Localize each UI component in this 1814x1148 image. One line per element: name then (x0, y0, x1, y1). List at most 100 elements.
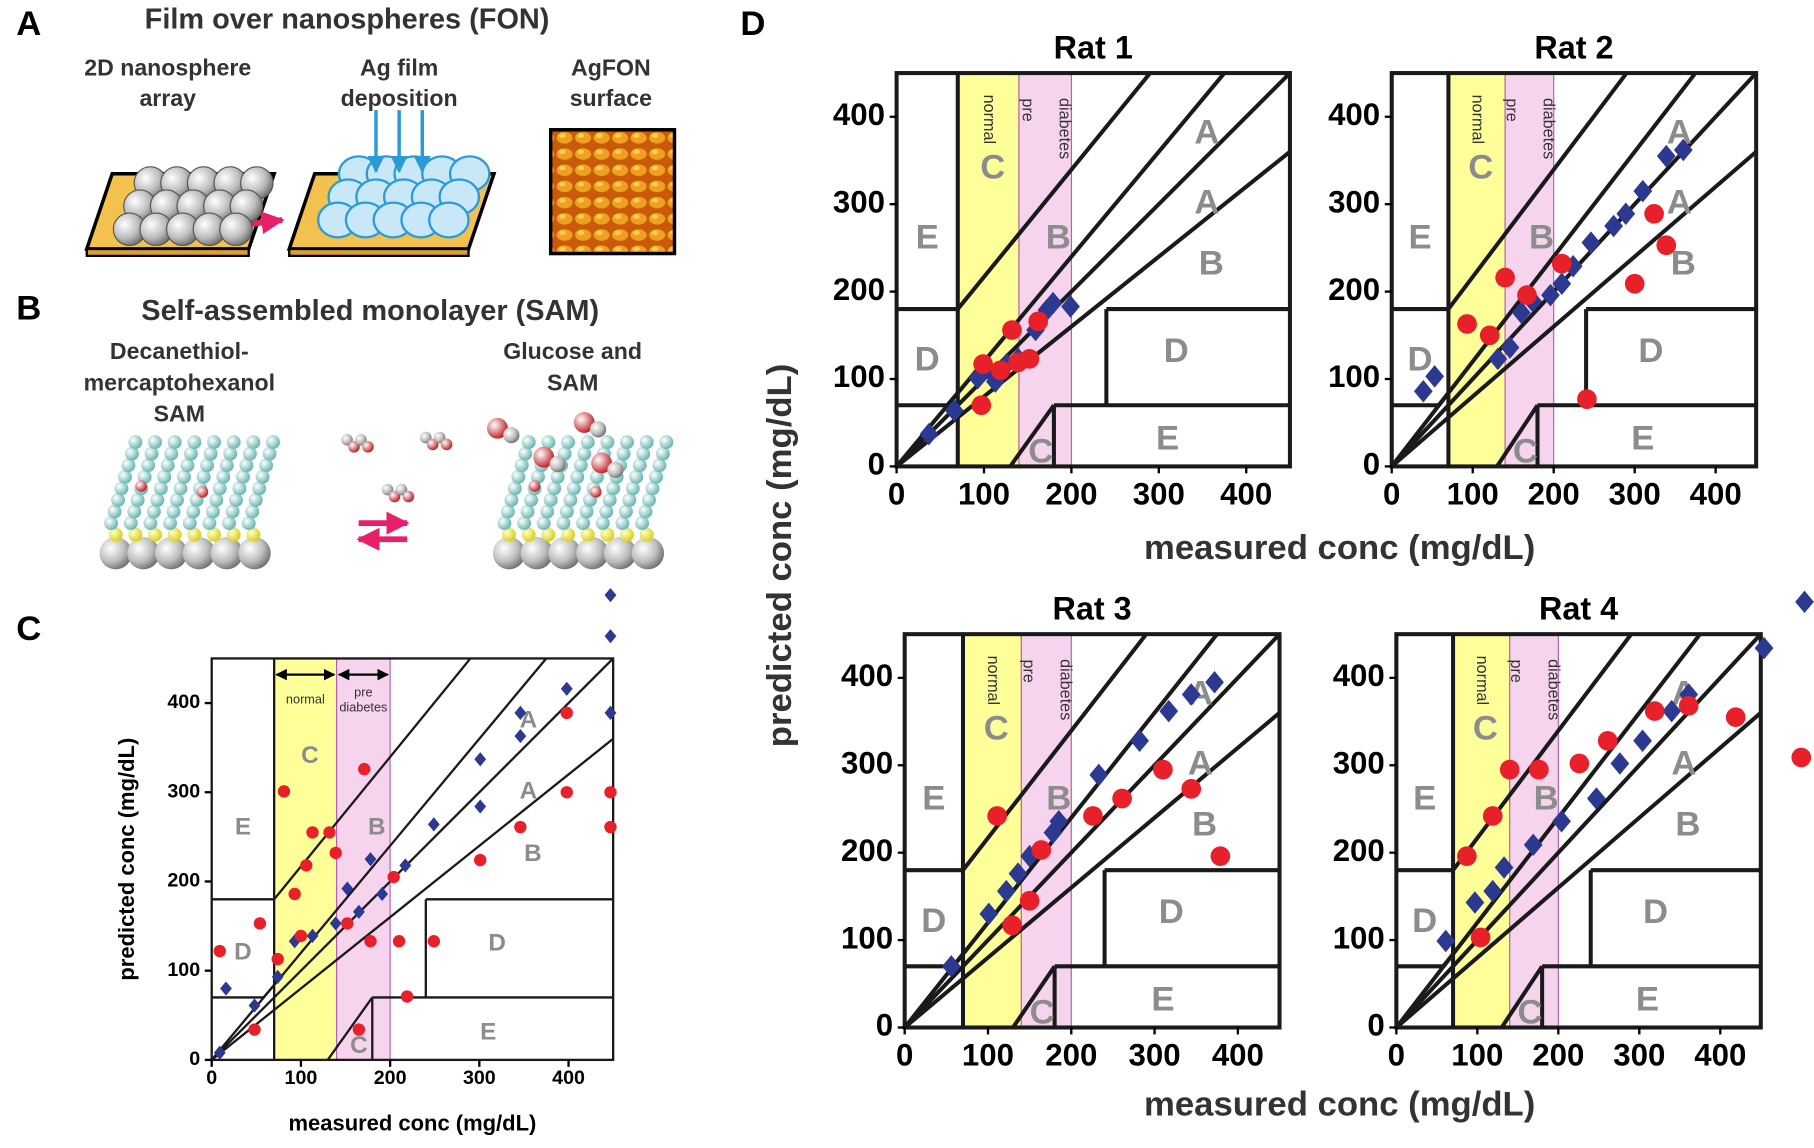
sam-atom (606, 481, 621, 496)
sam-atom (520, 504, 535, 519)
sam-atom (141, 458, 156, 473)
glucose-atom (487, 417, 508, 439)
x-tick-label: 100 (962, 1037, 1014, 1072)
x-tick-label: 0 (1388, 1037, 1405, 1072)
sam-atom (622, 493, 637, 507)
sam-atom (177, 469, 191, 484)
sulfur-atom (541, 527, 556, 542)
data-point (1008, 862, 1028, 885)
data-point (329, 916, 342, 931)
data-point (604, 820, 617, 834)
zone-label: B (1192, 806, 1217, 844)
data-point (1083, 806, 1103, 826)
y-tick-label: 300 (833, 184, 885, 219)
sulfur-atom (207, 527, 221, 542)
data-point (996, 879, 1016, 903)
plot-frame (902, 632, 1282, 1030)
panel-label: A (16, 5, 41, 43)
data-point (1795, 590, 1814, 614)
sam-atom (576, 516, 591, 531)
y-tick-label: 400 (1333, 658, 1385, 693)
data-point (1633, 179, 1653, 203)
sam-atom (595, 516, 610, 531)
sam-atom (518, 446, 533, 461)
x-tick-label: 300 (1613, 1037, 1665, 1072)
plot-frame (1389, 71, 1759, 469)
y-tick-label: 100 (1328, 359, 1380, 394)
step-label: Ag film (360, 55, 438, 81)
plot-frame (894, 71, 1292, 469)
glucose-atom (573, 412, 595, 433)
sulfur-atom (148, 527, 162, 542)
zone-label: A (1194, 113, 1219, 151)
zone-label: E (235, 813, 251, 840)
oxygen-atom (135, 480, 147, 492)
data-point (1019, 349, 1040, 369)
data-point (941, 955, 961, 978)
sam-atom (148, 435, 162, 450)
sam-atom (196, 469, 211, 484)
zone-label: E (480, 1019, 496, 1046)
panel-label: C (16, 610, 41, 648)
gold-atom (210, 536, 243, 570)
x-axis-label: measured conc (mg/dL) (1144, 529, 1535, 567)
sam-atom (212, 481, 227, 496)
data-point (358, 762, 371, 776)
zone-label: B (1529, 218, 1554, 256)
sam-atom (579, 504, 594, 519)
data-point (1483, 879, 1503, 903)
sam-atom (649, 469, 663, 484)
sam-atom (500, 504, 515, 519)
x-tick-label: 0 (888, 476, 905, 511)
agfon-image (548, 128, 677, 256)
data-point (364, 935, 377, 948)
gold-atom (99, 536, 132, 570)
x-tick-label: 300 (1133, 476, 1185, 511)
zone-label: E (1636, 980, 1659, 1018)
sam-atom (543, 493, 558, 507)
data-point (514, 728, 527, 744)
molecule-label: SAM (547, 369, 598, 395)
data-point (514, 705, 527, 720)
sulfur-atom (620, 527, 634, 542)
data-point (1002, 915, 1022, 936)
x-tick-label: 0 (206, 1067, 217, 1089)
zone-label: E (1631, 419, 1654, 457)
sam-atom (639, 435, 654, 450)
sam-atom (497, 516, 512, 531)
sam-atom (226, 435, 241, 450)
oxygen-atom (196, 486, 209, 498)
y-tick-label: 400 (841, 658, 893, 693)
sam-atom (205, 504, 220, 519)
zone-line (895, 71, 1292, 468)
x-tick-label: 100 (1447, 476, 1499, 511)
data-point (288, 934, 301, 949)
zone-label: C (1028, 432, 1053, 470)
gold-atom (548, 536, 581, 570)
sam-atom (124, 446, 139, 461)
sam-atom (245, 504, 260, 519)
zone-label: B (1675, 806, 1700, 844)
y-tick-label: 400 (1328, 97, 1380, 132)
y-tick-label: 300 (1333, 746, 1385, 781)
data-point (944, 399, 964, 422)
sam-atom (207, 435, 221, 450)
x-tick-label: 200 (1532, 1037, 1584, 1072)
x-axis-label: measured conc (mg/dL) (289, 1110, 537, 1135)
sam-atom (252, 481, 267, 496)
zone-label: C (980, 148, 1005, 186)
data-point (248, 1023, 261, 1036)
step-label: AgFON (571, 55, 651, 81)
sam-atom (222, 516, 237, 531)
zone-label: B (1671, 245, 1696, 283)
data-point (1587, 787, 1606, 810)
band-label: diabetes (339, 700, 387, 715)
y-tick-label: 0 (876, 1008, 893, 1043)
data-point (1153, 759, 1173, 780)
zone-label: B (1534, 779, 1559, 817)
substrate-edge (85, 247, 250, 258)
sam-atom (144, 446, 159, 461)
sam-atom (577, 446, 592, 461)
data-point (427, 817, 440, 832)
